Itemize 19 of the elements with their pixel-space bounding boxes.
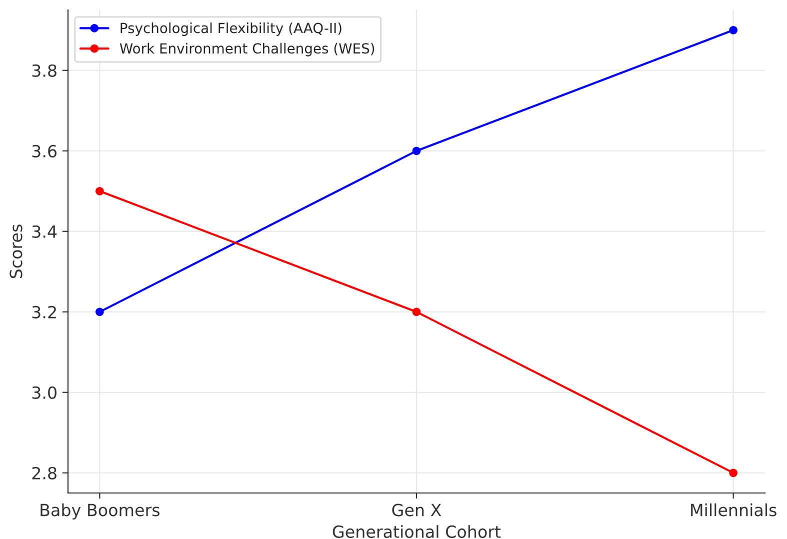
point — [412, 146, 421, 156]
point — [729, 26, 738, 34]
y-tick-label: 3.8 — [32, 64, 56, 77]
y-tick-label: 3.4 — [32, 225, 57, 238]
point — [729, 468, 738, 478]
point — [96, 308, 104, 316]
x-tick-label: Gen X — [392, 504, 442, 516]
legend-label: Psychological Flexibility (AAQ-II) — [120, 22, 342, 36]
y-tick-label: 2.8 — [32, 466, 56, 480]
y-tick-label: 3.2 — [32, 306, 56, 318]
y-axis-title: Scores — [10, 224, 22, 278]
x-tick-label: Millennials — [691, 503, 776, 516]
y-tick-label: 3.0 — [32, 386, 56, 399]
x-axis-title: Generational Cohort — [332, 525, 501, 538]
legend-label: Work Environment Challenges (WES) — [120, 42, 374, 56]
point — [96, 186, 104, 196]
x-tick-label: Baby Boomers — [40, 503, 160, 520]
y-tick-label: 3.6 — [32, 144, 57, 158]
point — [412, 308, 421, 316]
